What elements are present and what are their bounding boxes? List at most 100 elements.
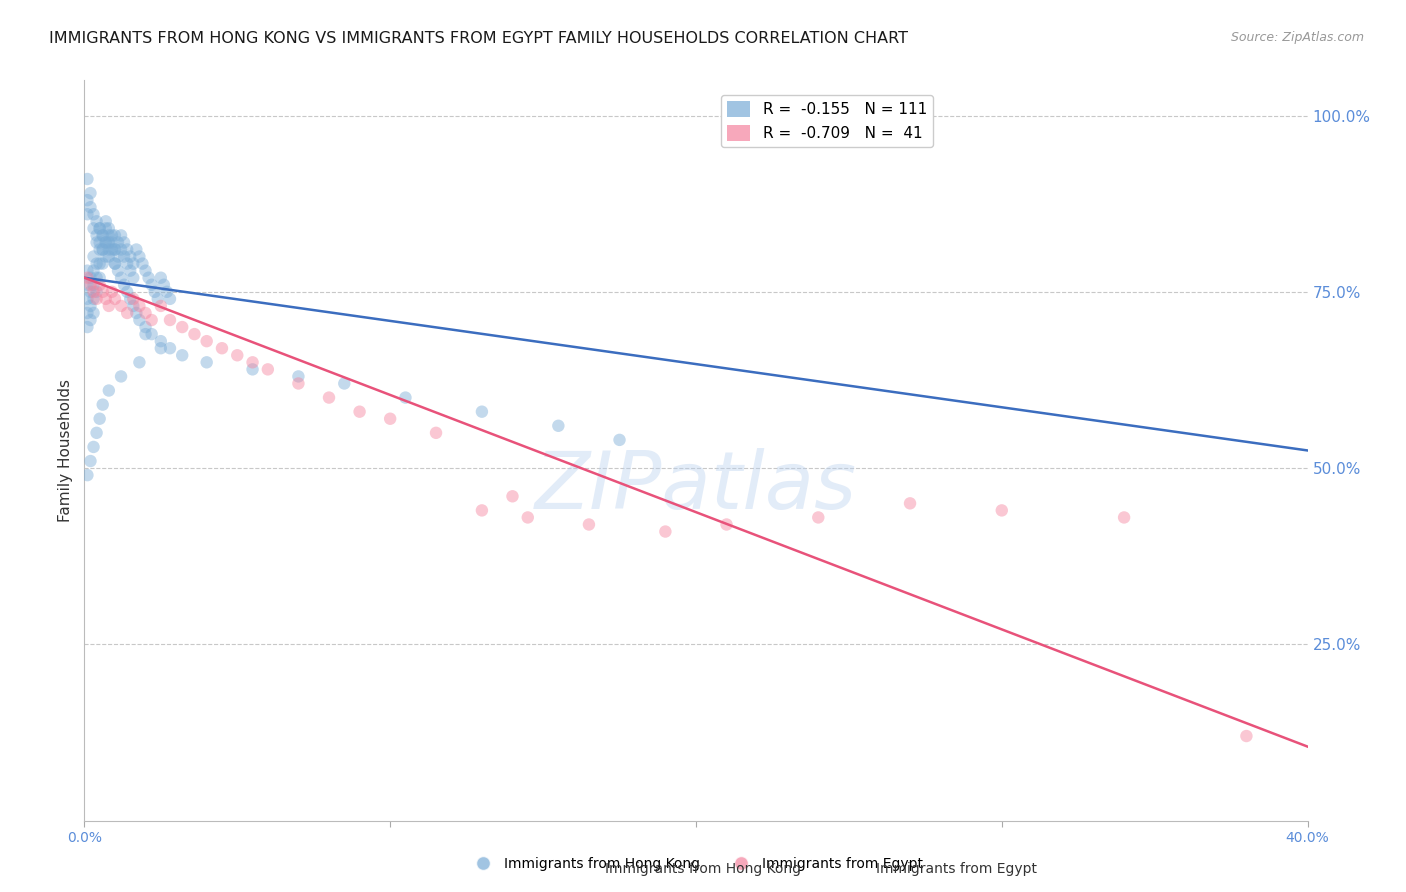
Point [104, 243, 127, 257]
Point [89, 221, 111, 235]
Point [287, 376, 309, 391]
Point [226, 348, 249, 362]
Point [86, 285, 108, 299]
Point [76, 172, 98, 186]
Point [83, 263, 105, 277]
Point [898, 496, 921, 510]
Point [101, 228, 124, 243]
Point [807, 510, 830, 524]
Point [104, 257, 127, 271]
Point [107, 263, 129, 277]
Point [110, 243, 132, 257]
Point [183, 327, 205, 342]
Point [101, 285, 124, 299]
Point [195, 334, 218, 348]
Point [143, 285, 166, 299]
Point [115, 257, 138, 271]
Point [146, 292, 169, 306]
Point [318, 391, 340, 405]
Point [89, 270, 111, 285]
Point [172, 320, 194, 334]
Point [242, 355, 264, 369]
Point [76, 320, 98, 334]
Point [172, 348, 194, 362]
Point [97, 384, 120, 398]
Point [91, 243, 114, 257]
Point [76, 306, 98, 320]
Point [122, 257, 145, 271]
Point [138, 270, 160, 285]
Point [349, 405, 371, 419]
Point [76, 292, 98, 306]
Point [97, 299, 120, 313]
Point [159, 313, 181, 327]
Point [97, 235, 120, 250]
Point [991, 503, 1014, 517]
Point [287, 369, 309, 384]
Point [101, 235, 124, 250]
Point [333, 376, 356, 391]
Point [110, 228, 132, 243]
Point [104, 243, 127, 257]
Point [141, 313, 163, 327]
Point [471, 503, 494, 517]
Point [104, 257, 127, 271]
Point [242, 362, 264, 376]
Point [149, 299, 172, 313]
Point [159, 341, 181, 355]
Point [128, 355, 150, 369]
Y-axis label: Family Households: Family Households [58, 379, 73, 522]
Point [159, 292, 181, 306]
Point [104, 292, 127, 306]
Point [425, 425, 447, 440]
Point [153, 277, 176, 292]
Point [79, 200, 101, 214]
Point [257, 362, 280, 376]
Point [110, 299, 132, 313]
Point [1236, 729, 1258, 743]
Point [112, 250, 135, 264]
Point [89, 257, 111, 271]
Point [502, 489, 524, 503]
Point [97, 221, 120, 235]
Point [86, 228, 108, 243]
Point [135, 327, 157, 342]
Point [115, 285, 138, 299]
Point [76, 468, 98, 483]
Point [195, 355, 218, 369]
Text: ZIPatlas: ZIPatlas [534, 449, 858, 526]
Point [86, 235, 108, 250]
Point [83, 285, 105, 299]
Point [94, 235, 117, 250]
Point [76, 277, 98, 292]
Point [94, 214, 117, 228]
Point [156, 285, 179, 299]
Point [141, 277, 163, 292]
Point [120, 263, 142, 277]
Point [89, 235, 111, 250]
Point [716, 517, 738, 532]
Point [135, 263, 157, 277]
Point [380, 411, 402, 425]
Point [94, 292, 117, 306]
Point [76, 270, 98, 285]
Legend: Immigrants from Hong Kong, Immigrants from Egypt: Immigrants from Hong Kong, Immigrants fr… [464, 852, 928, 877]
Point [104, 228, 127, 243]
Point [110, 369, 132, 384]
Point [128, 299, 150, 313]
Point [76, 207, 98, 221]
Point [97, 250, 120, 264]
Point [471, 405, 494, 419]
Point [83, 221, 105, 235]
Point [83, 277, 105, 292]
Point [79, 454, 101, 468]
Point [94, 235, 117, 250]
Point [120, 292, 142, 306]
Point [79, 299, 101, 313]
Point [89, 221, 111, 235]
Point [97, 228, 120, 243]
Point [394, 391, 416, 405]
Point [120, 250, 142, 264]
Point [79, 270, 101, 285]
Point [83, 440, 105, 454]
